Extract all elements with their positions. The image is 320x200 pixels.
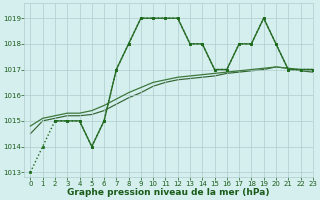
X-axis label: Graphe pression niveau de la mer (hPa): Graphe pression niveau de la mer (hPa)	[67, 188, 270, 197]
